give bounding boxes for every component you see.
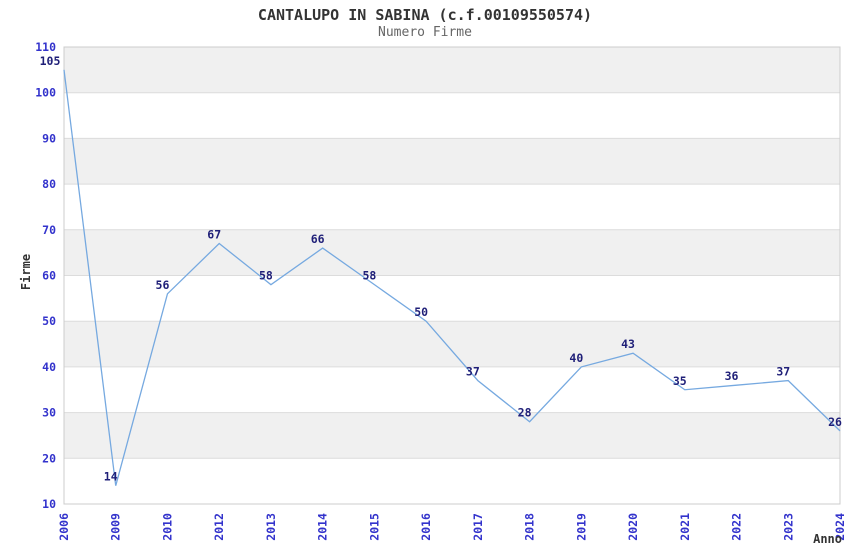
data-point-label: 40 <box>569 351 583 365</box>
data-point-label: 56 <box>156 278 170 292</box>
x-tick-label: 2010 <box>160 513 174 541</box>
x-tick-label: 2006 <box>57 513 71 541</box>
chart-title: CANTALUPO IN SABINA (c.f.00109550574) <box>257 6 593 24</box>
x-tick-label: 2014 <box>316 513 330 541</box>
y-tick-label: 50 <box>42 314 56 328</box>
background-band <box>64 275 840 322</box>
series-line <box>63 69 841 486</box>
background-band <box>64 184 840 230</box>
background-band <box>64 47 840 93</box>
x-tick-label: 2017 <box>471 513 485 541</box>
data-point-label: 26 <box>828 415 842 429</box>
background-band <box>64 321 840 367</box>
background-band <box>64 92 840 139</box>
y-tick-label: 100 <box>35 86 56 100</box>
x-tick-label: 2016 <box>419 513 433 541</box>
chart-subtitle: Numero Firme <box>378 25 472 40</box>
data-point-label: 50 <box>414 305 428 319</box>
background-band <box>64 366 840 413</box>
background-band <box>64 458 840 504</box>
data-point-label: 43 <box>621 337 635 351</box>
y-tick-label: 20 <box>42 451 56 465</box>
background-band <box>64 412 840 459</box>
data-point-label: 58 <box>259 269 273 283</box>
plot-border <box>63 46 841 505</box>
data-point-label: 36 <box>725 369 739 383</box>
x-tick-label: 2013 <box>264 513 278 541</box>
data-point-label: 105 <box>40 54 61 68</box>
y-tick-label: 110 <box>35 40 56 54</box>
data-point-label: 66 <box>311 232 325 246</box>
data-point-label: 67 <box>207 228 221 242</box>
y-axis-title: Firme <box>19 253 33 291</box>
x-axis-title: Anno <box>813 532 842 546</box>
x-tick-label: 2023 <box>781 513 795 541</box>
x-tick-label: 2009 <box>109 513 123 541</box>
data-point-label: 35 <box>673 374 687 388</box>
y-tick-label: 40 <box>42 360 56 374</box>
y-tick-label: 70 <box>42 223 56 237</box>
y-tick-label: 30 <box>42 406 56 420</box>
x-tick-label: 2022 <box>730 513 744 541</box>
x-tick-label: 2015 <box>367 513 381 541</box>
x-tick-label: 2021 <box>678 513 692 541</box>
background-band <box>64 229 840 276</box>
x-tick-label: 2020 <box>626 513 640 541</box>
x-tick-label: 2019 <box>574 513 588 541</box>
data-point-label: 37 <box>466 365 480 379</box>
y-tick-label: 90 <box>42 131 56 145</box>
data-point-label: 14 <box>104 470 118 484</box>
data-point-label: 37 <box>776 365 790 379</box>
x-tick-label: 2024 <box>833 513 847 541</box>
y-tick-label: 80 <box>42 177 56 191</box>
background-band <box>64 138 840 185</box>
data-point-label: 28 <box>518 406 532 420</box>
y-tick-label: 10 <box>42 497 56 511</box>
y-tick-label: 60 <box>42 269 56 283</box>
x-tick-label: 2012 <box>212 513 226 541</box>
x-tick-label: 2018 <box>523 513 537 541</box>
data-point-label: 58 <box>362 269 376 283</box>
